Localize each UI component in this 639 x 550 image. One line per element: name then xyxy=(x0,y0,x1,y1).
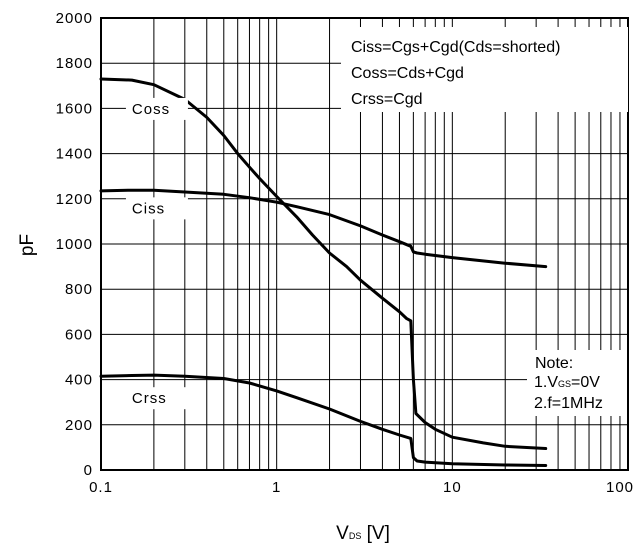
y-tick-labels: 0 200 400 600 800 1000 1200 1400 1600 1800 2000 xyxy=(56,10,93,479)
series-label-bg xyxy=(125,197,188,220)
legend-line-ciss: Ciss=Cgs+Cgd(Cds=shorted) xyxy=(351,39,560,56)
y-tick-label: 1400 xyxy=(56,146,93,163)
x-tick-label: 100 xyxy=(606,479,634,496)
chart-series xyxy=(99,77,548,467)
series-line-ciss xyxy=(99,188,548,269)
series-label-bg xyxy=(125,97,188,120)
note-line-vgs: 1.VGS=0V xyxy=(534,374,600,391)
legend-line-coss: Coss=Cds+Cgd xyxy=(351,65,464,82)
y-tick-label: 600 xyxy=(65,326,93,343)
x-tick-label: 1 xyxy=(272,479,281,496)
x-tick-label: 0.1 xyxy=(89,479,113,496)
legend-line-crss: Crss=Cgd xyxy=(351,91,423,108)
y-tick-label: 800 xyxy=(65,281,93,298)
series-label-ciss: Ciss xyxy=(132,200,165,217)
series-line-coss xyxy=(99,77,548,450)
series-label-coss: Coss xyxy=(132,101,170,118)
y-tick-label: 0 xyxy=(84,462,93,479)
series-line-crss xyxy=(99,373,548,467)
x-tick-label: 10 xyxy=(443,479,462,496)
series-label-crss: Crss xyxy=(132,390,167,407)
y-tick-label: 1600 xyxy=(56,100,93,117)
legend-box: Ciss=Cgs+Cgd(Cds=shorted) Coss=Cds+Cgd C… xyxy=(341,27,628,112)
y-axis-title: pF xyxy=(17,234,38,256)
y-tick-label: 1000 xyxy=(56,236,93,253)
note-title: Note: xyxy=(535,355,573,372)
y-tick-label: 400 xyxy=(65,372,93,389)
x-tick-labels: 0.1 1 10 100 xyxy=(89,479,634,496)
y-tick-label: 2000 xyxy=(56,10,93,27)
note-line-frequency: 2.f=1MHz xyxy=(534,395,603,412)
legend-box-bg xyxy=(341,27,628,112)
series-label-bg xyxy=(125,387,188,410)
y-tick-label: 1200 xyxy=(56,191,93,208)
note-box-bg xyxy=(527,350,627,416)
note-box: Note: 1.VGS=0V 2.f=1MHz xyxy=(527,350,627,416)
plot-frame xyxy=(100,17,629,471)
y-tick-label: 1800 xyxy=(56,55,93,72)
series-labels: Coss Ciss Crss xyxy=(125,97,188,410)
y-tick-label: 200 xyxy=(65,417,93,434)
x-axis-title: VDS [V] xyxy=(336,523,390,544)
